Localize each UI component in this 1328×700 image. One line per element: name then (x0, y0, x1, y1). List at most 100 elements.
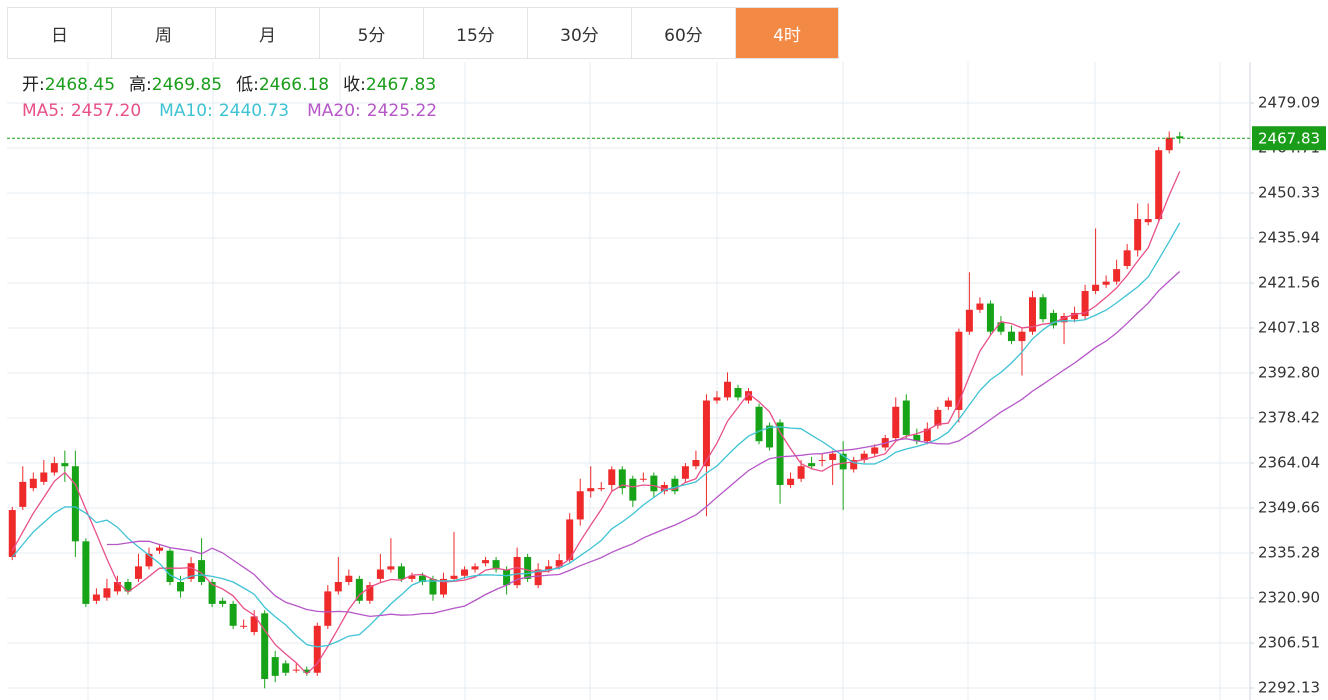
y-tick-label: 2378.42 (1258, 408, 1320, 426)
candle-body (19, 481, 27, 507)
candle-body (976, 303, 984, 310)
candle-body (566, 519, 574, 561)
candle-body (345, 575, 353, 583)
candle-body (334, 582, 342, 592)
candle-body (755, 406, 763, 442)
candle-body (534, 569, 542, 586)
candle-body (439, 578, 447, 595)
candle-body (829, 453, 837, 460)
ma-value: 2425.22 (366, 101, 438, 121)
candle-body (292, 669, 300, 671)
last-price-label: 2467.83 (1258, 130, 1320, 148)
candle-body (702, 400, 710, 467)
candle-body (839, 453, 847, 470)
candle-body (387, 566, 395, 570)
candle-body (818, 459, 826, 461)
candle-body (219, 600, 227, 604)
candle-body (177, 582, 185, 592)
y-tick-label: 2349.66 (1258, 498, 1320, 516)
candle-body (997, 322, 1005, 332)
candle-body (103, 588, 111, 598)
candle-body (271, 657, 279, 676)
candle-body (776, 422, 784, 486)
candle-body (524, 556, 532, 579)
y-tick-label: 2435.94 (1258, 229, 1320, 247)
candle-body (471, 566, 479, 570)
candle-body (261, 613, 269, 680)
candle-body (71, 466, 79, 542)
candle-body (503, 569, 511, 586)
candle-body (1113, 269, 1121, 282)
candle-body (734, 388, 742, 398)
candle-body (608, 469, 616, 486)
candle-body (1155, 150, 1163, 220)
candle-body (650, 475, 658, 492)
period-tab[interactable]: 日 (7, 7, 111, 59)
candle-body (313, 625, 321, 673)
candle-body (681, 466, 689, 479)
candle-body (597, 488, 605, 490)
ohlc-value: 2469.85 (151, 75, 223, 95)
y-tick-label: 2479.09 (1258, 93, 1320, 111)
ma-value: 2440.73 (218, 101, 290, 121)
candle-body (1039, 297, 1047, 320)
candle-body (986, 303, 994, 332)
candle-body (250, 616, 258, 633)
candle-body (1102, 281, 1110, 285)
candle-body (713, 397, 721, 401)
candles (8, 131, 1184, 689)
candle-body (124, 582, 132, 592)
ohlc-label: 收: (343, 75, 366, 95)
candle-body (576, 491, 584, 520)
candle-body (871, 447, 879, 454)
candle-body (1007, 331, 1015, 342)
candle-body (965, 309, 973, 332)
ohlc-value: 2468.45 (44, 75, 116, 95)
candle-body (692, 459, 700, 467)
period-tab[interactable]: 30分 (527, 7, 631, 59)
ohlc-label: 开: (22, 75, 45, 95)
candle-body (492, 560, 500, 570)
y-tick-label: 2407.18 (1258, 318, 1320, 336)
y-tick-label: 2320.90 (1258, 588, 1320, 606)
candle-body (766, 425, 774, 448)
ma-line (11, 222, 1181, 648)
ma-label: MA5: (22, 101, 65, 121)
candle-body (1018, 331, 1026, 342)
candle-body (913, 434, 921, 442)
candle-body (145, 553, 153, 567)
candle-body (1081, 291, 1089, 317)
quote-header: 开:2468.45 高:2469.85 低:2466.18 收:2467.83 MA5… (22, 72, 455, 124)
price-grid (7, 102, 1250, 689)
candle-body (1092, 284, 1100, 292)
candle-body (376, 569, 384, 579)
period-tab[interactable]: 4时 (735, 7, 839, 59)
ohlc-label: 低: (236, 75, 259, 95)
period-tab[interactable]: 5分 (319, 7, 423, 59)
period-tabs: 日周月 5分 15分 30分 60分 4时 (7, 7, 839, 60)
y-tick-label: 2335.28 (1258, 543, 1320, 561)
period-tab[interactable]: 60分 (631, 7, 735, 59)
period-tab[interactable]: 月 (215, 7, 319, 59)
candle-body (40, 472, 48, 482)
candle-body (808, 463, 816, 467)
candle-body (745, 391, 753, 401)
y-tick-label: 2292.13 (1258, 678, 1320, 696)
candle-body (618, 469, 626, 489)
period-tab[interactable]: 15分 (423, 7, 527, 59)
candle-body (860, 453, 868, 460)
candle-body (923, 428, 931, 442)
candle-body (555, 560, 563, 567)
period-tab[interactable]: 周 (111, 7, 215, 59)
candle-body (1050, 312, 1058, 326)
candle-body (229, 603, 237, 626)
candle-body (156, 547, 164, 551)
candle-body (671, 478, 679, 492)
candle-body (955, 331, 963, 410)
candle-body (82, 541, 90, 604)
ohlc-row: 开:2468.45 高:2469.85 低:2466.18 收:2467.83 (22, 72, 455, 98)
candle-body (1144, 219, 1152, 223)
candle-body (61, 463, 69, 467)
candle-body (50, 463, 58, 473)
candle-body (355, 578, 363, 601)
